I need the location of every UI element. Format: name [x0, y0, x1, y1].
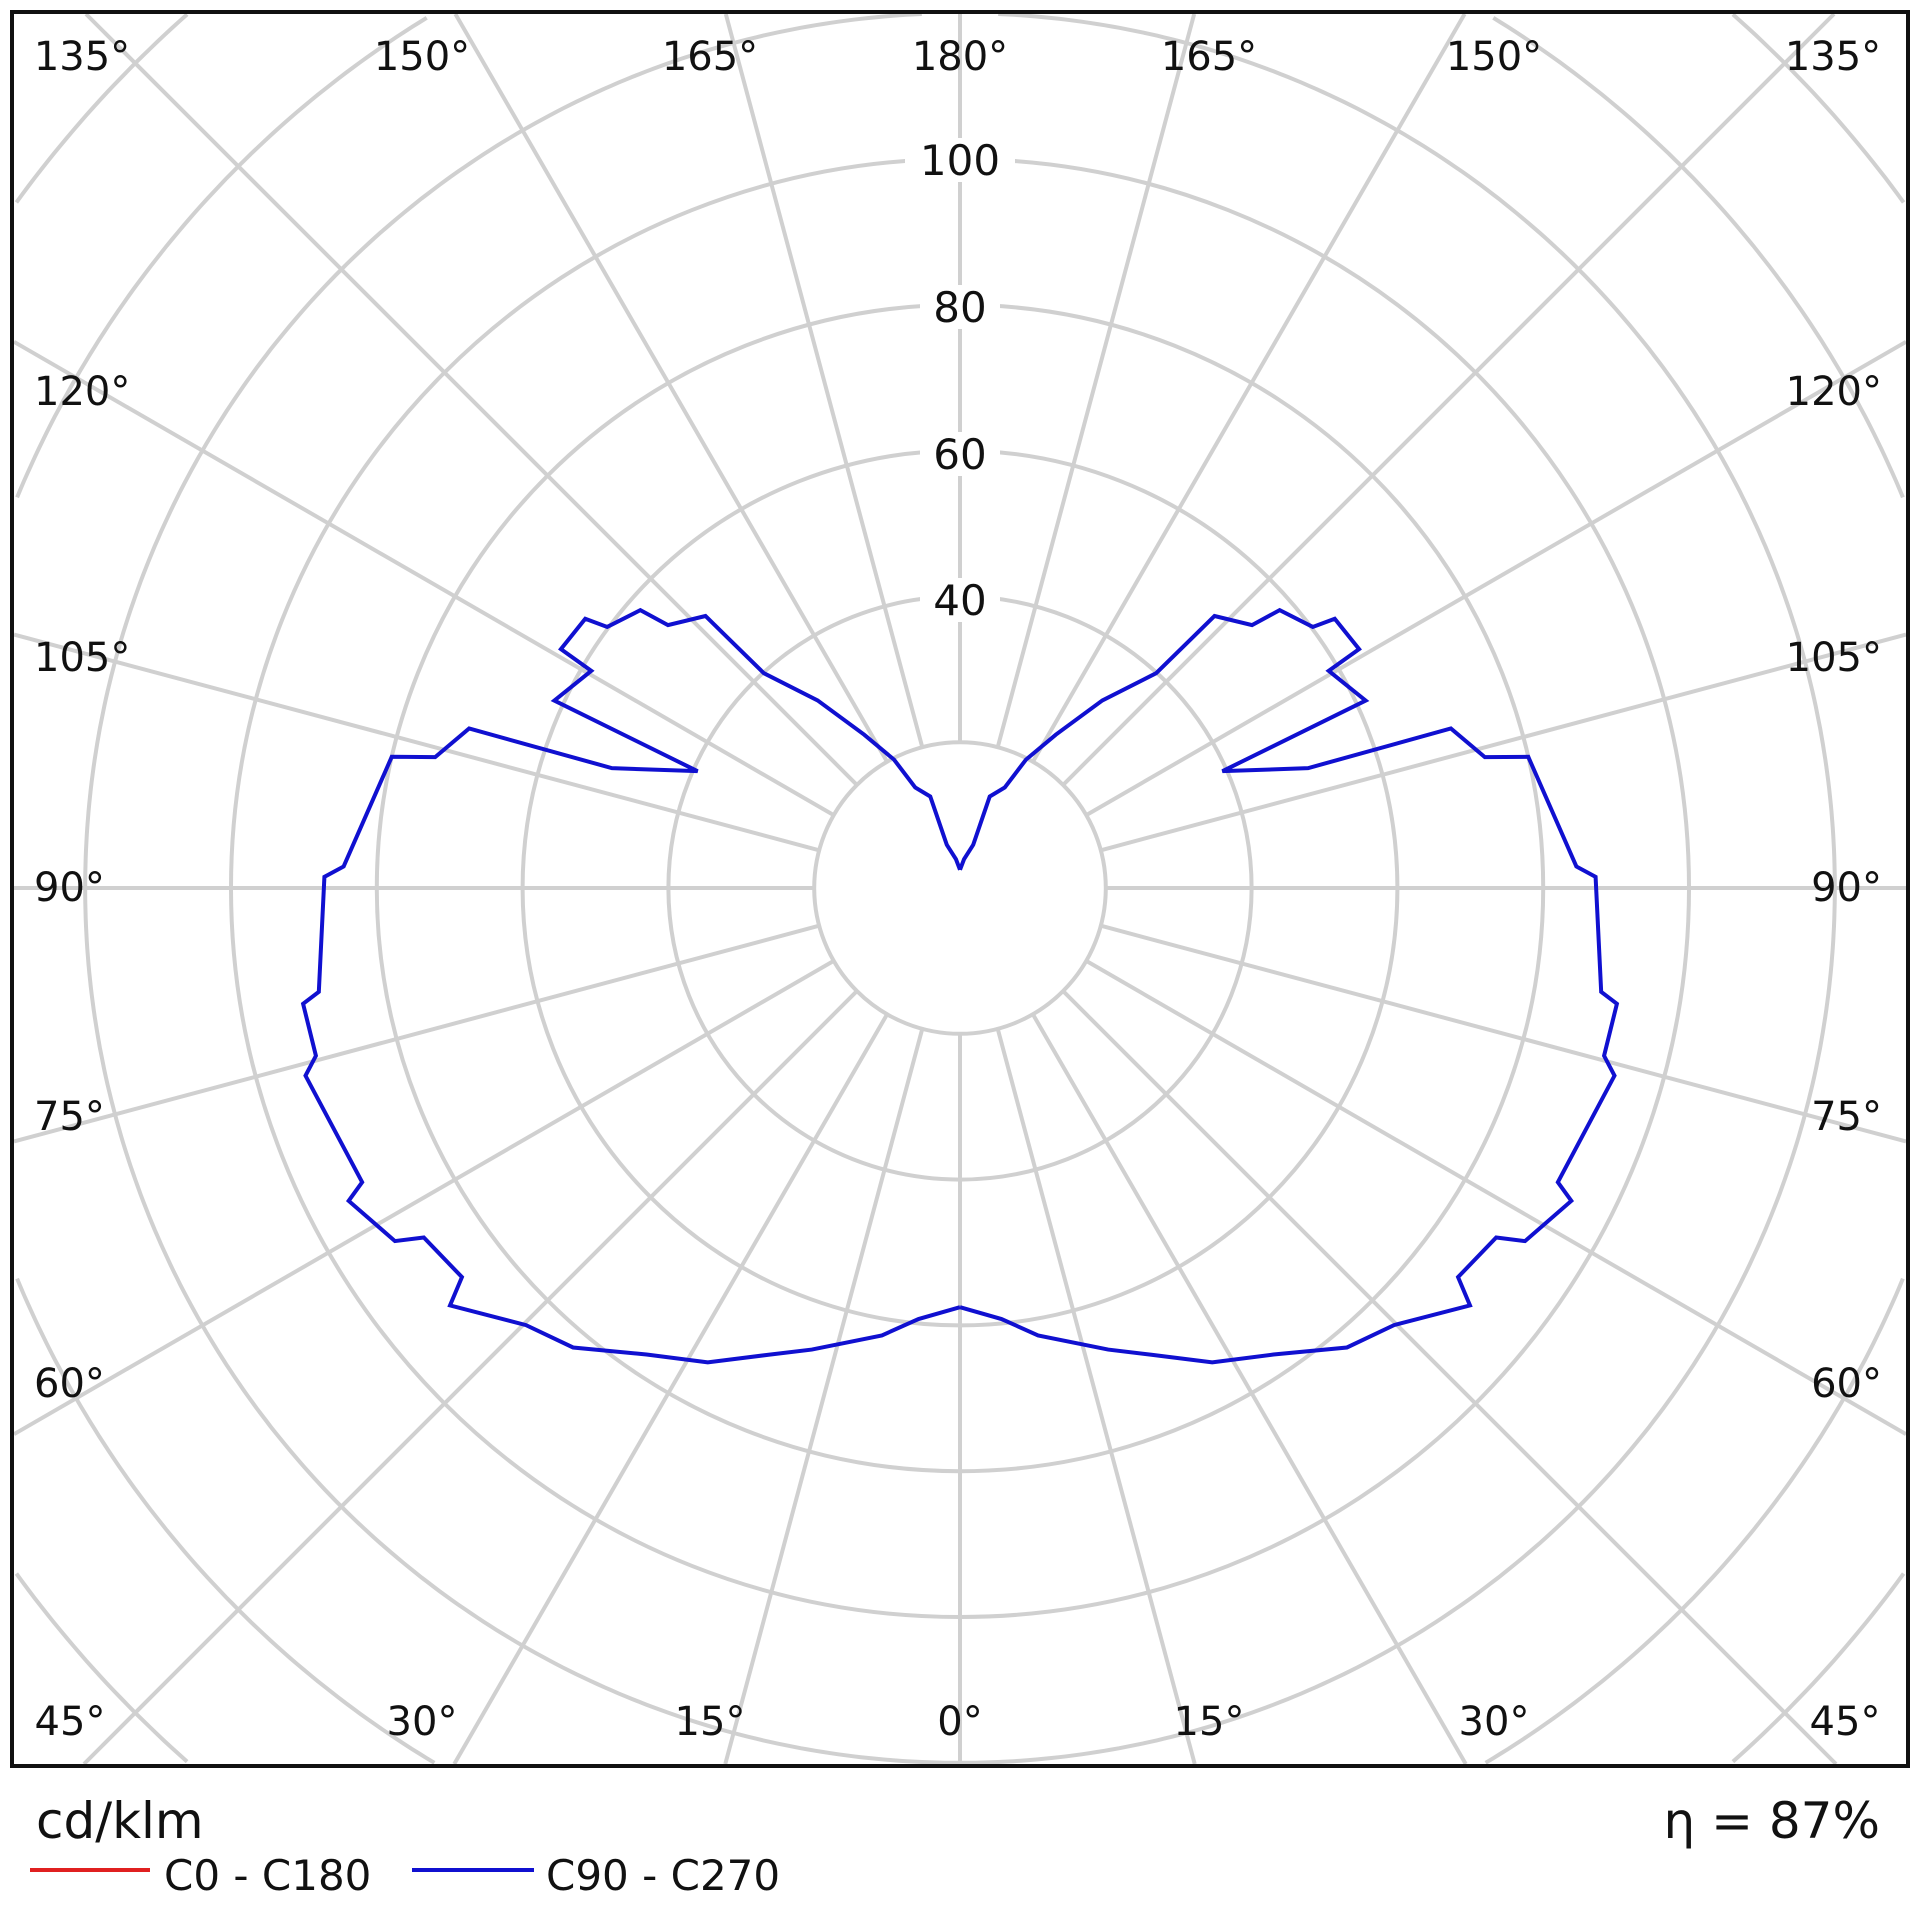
ring-gridline — [812, 740, 1108, 1036]
radial-tick-label: 80 — [933, 283, 986, 332]
legend-item-c0-c180: C0 - C180 — [30, 1851, 371, 1900]
ring-gridline — [1492, 16, 1905, 499]
angle-label: 0° — [937, 1699, 982, 1745]
radial-gridline — [82, 989, 859, 1766]
radial-tick-100: 100 — [905, 136, 1015, 185]
legend: C0 - C180 C90 - C270 — [30, 1851, 780, 1900]
angle-label: 45° — [35, 1699, 106, 1745]
unit-label: cd/klm — [36, 1792, 204, 1850]
radial-gridline — [1100, 632, 1907, 853]
angle-label: 180° — [912, 34, 1008, 80]
legend-label: C90 - C270 — [546, 1851, 780, 1900]
radial-gridline — [1061, 989, 1838, 1766]
radial-tick-label: 100 — [920, 136, 1000, 185]
angle-label: 135° — [34, 34, 130, 80]
angle-label: 30° — [1459, 1699, 1530, 1745]
angle-label: 120° — [1786, 369, 1882, 415]
radial-gridline — [723, 1028, 925, 1765]
radial-gridline — [13, 923, 820, 1144]
angle-label: 135° — [1785, 34, 1881, 80]
plot-frame — [10, 10, 1910, 1768]
angle-label: 150° — [374, 34, 470, 80]
radial-gridline — [995, 1028, 1197, 1765]
ring-gridline — [14, 12, 189, 204]
angle-labels-top: 135° 150° 165° 180° 165° 150° 135° — [34, 34, 1881, 80]
radial-gridline — [1031, 1013, 1468, 1765]
angle-labels-left: 120° 105° 90° 75° 60° — [34, 369, 130, 1407]
radial-tick-40: 40 — [920, 576, 1000, 625]
angle-label: 15° — [1174, 1699, 1245, 1745]
angle-label: 165° — [1161, 34, 1257, 80]
radial-gridline — [84, 12, 859, 787]
angle-label: 45° — [1810, 1699, 1881, 1745]
radial-gridline — [995, 13, 1197, 748]
radial-tick-label: 60 — [933, 430, 986, 479]
ring-gridline — [15, 1277, 436, 1765]
radial-gridline — [13, 632, 820, 853]
radial-gridline — [13, 340, 835, 817]
radial-gridline — [1085, 959, 1907, 1436]
angle-label: 15° — [675, 1699, 746, 1745]
ring-gridline — [1484, 1277, 1905, 1765]
ring-gridline — [83, 12, 1837, 1765]
angle-label: 90° — [34, 865, 105, 911]
angle-label: 105° — [1786, 635, 1882, 681]
radial-gridline — [1085, 340, 1907, 817]
curves — [300, 607, 1620, 1365]
ring-gridline — [14, 1572, 189, 1764]
angle-label: 60° — [1811, 1361, 1882, 1407]
radial-gridline — [13, 959, 835, 1436]
ring-gridline — [1731, 1572, 1906, 1764]
radial-gridline — [1061, 12, 1836, 787]
radial-tick-labels: 40 60 80 100 — [905, 136, 1015, 625]
radial-gridline — [1100, 923, 1907, 1144]
angle-label: 120° — [34, 369, 130, 415]
ring-gridline — [15, 16, 428, 499]
angle-label: 60° — [34, 1361, 105, 1407]
angle-label: 75° — [34, 1094, 105, 1140]
radial-tick-80: 80 — [920, 283, 1000, 332]
angle-label: 75° — [1811, 1094, 1882, 1140]
angle-label: 105° — [34, 635, 130, 681]
radial-gridline — [453, 13, 889, 763]
angle-label: 30° — [387, 1699, 458, 1745]
angle-label: 90° — [1811, 865, 1882, 911]
curve-c90 — [958, 607, 1620, 1365]
angle-label: 150° — [1446, 34, 1542, 80]
curve-c270 — [300, 607, 962, 1365]
angle-labels-right: 120° 105° 90° 75° 60° — [1786, 369, 1882, 1407]
polar-grid — [13, 12, 1907, 1766]
efficiency-label: η = 87% — [1663, 1792, 1880, 1850]
radial-tick-60: 60 — [920, 430, 1000, 479]
legend-item-c90-c270: C90 - C270 — [412, 1851, 780, 1900]
radial-tick-label: 40 — [933, 576, 986, 625]
angle-labels-bottom: 45° 30° 15° 0° 15° 30° 45° — [35, 1699, 1881, 1745]
radial-gridline — [723, 13, 925, 748]
radial-gridline — [452, 1013, 889, 1765]
ring-gridline — [1731, 12, 1906, 204]
angle-label: 165° — [662, 34, 758, 80]
radial-gridline — [1031, 13, 1467, 763]
legend-label: C0 - C180 — [164, 1851, 371, 1900]
